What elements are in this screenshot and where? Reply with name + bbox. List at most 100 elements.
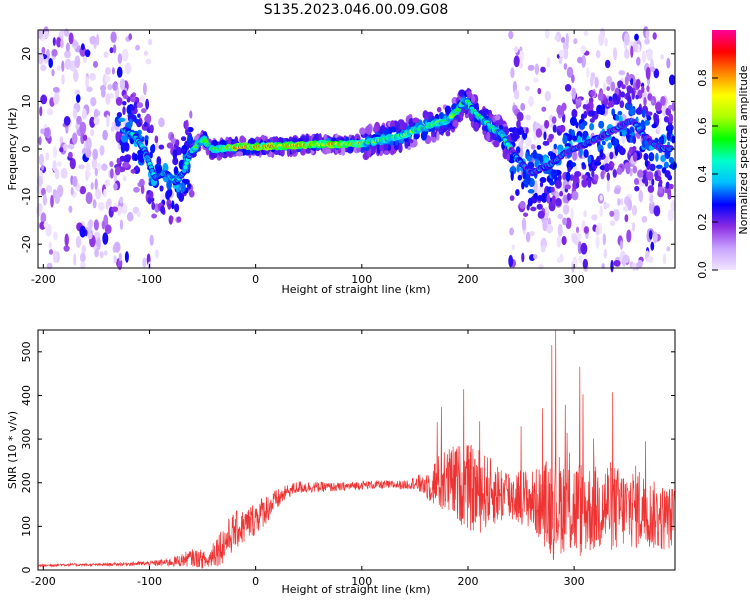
spectrogram-cell <box>56 65 61 71</box>
spectrogram-cell <box>641 109 646 118</box>
spectrogram-cell <box>602 82 607 92</box>
spectrogram-cell <box>583 210 587 218</box>
spectrogram-cell <box>112 44 117 54</box>
spectrogram-cell <box>586 67 590 79</box>
spectrogram-cell <box>581 179 588 188</box>
snr-frame <box>37 329 676 571</box>
spectrogram-cell <box>137 113 141 118</box>
snr-y-tick-label: 400 <box>20 385 33 406</box>
spectrogram-cell <box>533 77 539 83</box>
spectrogram-cell <box>120 135 129 143</box>
spectrogram-cell <box>79 186 87 195</box>
spectrogram-cell <box>619 240 623 250</box>
spectrogram-cell <box>136 102 144 109</box>
spectrogram-cell <box>660 154 667 163</box>
spectrogram-cell <box>620 91 625 98</box>
spectrogram-cell <box>581 54 586 68</box>
spectrogram-cell <box>112 81 118 91</box>
spectrogram-cell <box>565 171 571 182</box>
spectrogram-cell <box>117 205 123 215</box>
spectrogram-cell <box>87 232 93 240</box>
spectrogram-cell <box>104 179 110 187</box>
spectrogram-cell <box>542 218 548 232</box>
spectrogram-cell <box>617 110 623 116</box>
spectrogram-cell <box>633 177 640 186</box>
spectrogram-cell <box>145 58 152 65</box>
spectrogram-cell <box>75 235 82 248</box>
spectrogram-cell <box>458 89 466 97</box>
spectrogram-cell <box>606 75 613 85</box>
spectrogram-cell <box>587 177 592 188</box>
spectrogram-cell <box>398 142 403 154</box>
colorbar-ticks: 0.0 0.2 0.4 0.6 0.8 <box>696 69 718 279</box>
spectrogram-cell <box>444 105 452 115</box>
spectrogram-cell <box>613 259 621 267</box>
spectrogram-cell <box>588 110 596 117</box>
spectrogram-cell <box>176 216 182 223</box>
spectrogram-cell <box>618 70 626 76</box>
spectrogram-cell <box>149 124 154 134</box>
spectrogram-cell <box>544 119 550 129</box>
spectrogram-cell <box>625 164 631 175</box>
spectrogram-cell <box>54 168 60 180</box>
spectrogram-cell <box>636 56 641 66</box>
spectrogram-cell <box>96 237 101 250</box>
spectrogram-cell <box>383 143 389 151</box>
spectrogram-cell <box>167 204 172 210</box>
spectrogram-cell <box>94 167 99 177</box>
spectrogram-cell <box>91 157 98 170</box>
spectrogram-cell <box>82 134 88 141</box>
spectrogram-cell <box>589 75 594 87</box>
spectrogram-cell <box>551 195 556 205</box>
spectrogram-cell <box>515 188 520 197</box>
spectrogram-y-axis-label: Frequency (Hz) <box>6 108 19 191</box>
spectrogram-cell <box>77 164 85 170</box>
spectrogram-cell <box>138 178 145 187</box>
spectrogram-cell <box>671 101 675 112</box>
spectrogram-cell <box>621 134 626 144</box>
spectrogram-cell <box>70 187 74 196</box>
spectrogram-cell <box>538 264 544 270</box>
spectrogram-cell <box>534 63 540 75</box>
spectrogram-cell <box>525 114 531 121</box>
spectrogram-cell <box>555 198 562 207</box>
spectrogram-cell <box>41 164 45 171</box>
spectrogram-cell <box>632 151 638 162</box>
spectrogram-cell <box>54 193 61 204</box>
spectrogram-cell <box>94 188 102 200</box>
spectrogram-cell <box>93 219 99 231</box>
spectrogram-cell <box>635 78 641 89</box>
spectrogram-cell <box>530 206 537 212</box>
spectrogram-cell <box>550 169 558 180</box>
spectrogram-cell <box>122 106 126 116</box>
spectrogram-cell <box>82 56 88 64</box>
spectrogram-cell <box>613 47 618 61</box>
spectrogram-cell <box>569 174 575 181</box>
spectrogram-cell <box>660 54 665 60</box>
spectrogram-cell <box>52 231 58 241</box>
spectrogram-cell <box>651 123 658 129</box>
spectrogram-cell <box>595 235 600 249</box>
spectrogram-cell <box>578 255 583 264</box>
spectrogram-cell <box>115 96 123 106</box>
spectrogram-cell <box>81 245 86 254</box>
spectrogram-cell <box>46 108 54 116</box>
spectrogram-cell <box>63 28 70 37</box>
spectrogram-cell <box>40 128 45 135</box>
spectrogram-cell <box>412 117 420 123</box>
spectrogram-cell <box>606 180 611 193</box>
spectrogram-cell <box>527 189 535 194</box>
spectrogram-cell <box>626 229 632 243</box>
spectrogram-cell <box>59 29 65 36</box>
spectrogram-cell <box>364 125 371 135</box>
spectrogram-cell <box>84 49 91 58</box>
spectrogram-cell <box>593 174 599 182</box>
spectrogram-cell <box>173 166 179 176</box>
spectrogram-cell <box>121 48 129 62</box>
spectrogram-cell <box>536 203 543 210</box>
spectrogram-cell <box>648 230 653 240</box>
spectrogram-cell <box>39 106 43 117</box>
spectrogram-cell <box>178 192 185 202</box>
spectrogram-cell <box>180 148 187 154</box>
spectrogram-cell <box>610 162 615 168</box>
